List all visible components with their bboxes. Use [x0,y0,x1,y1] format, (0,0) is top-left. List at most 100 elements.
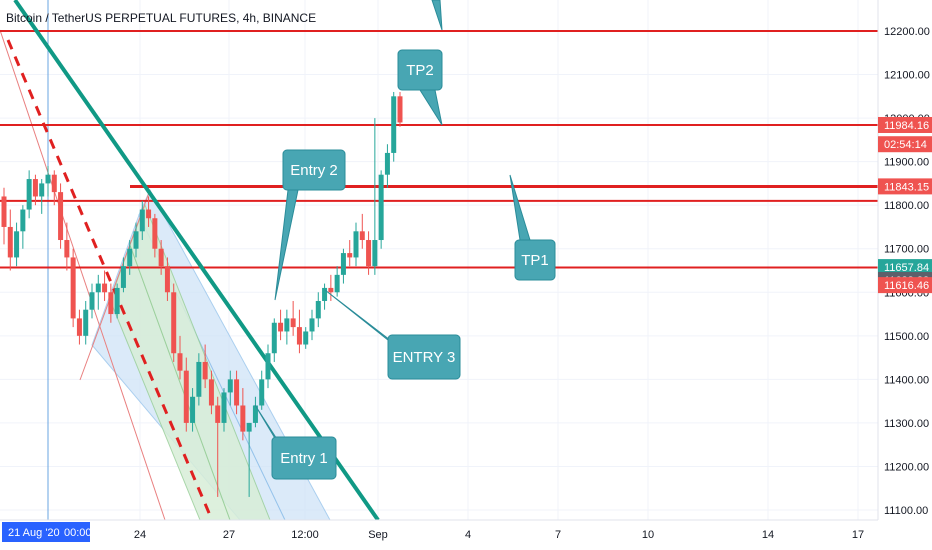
candle-body [372,240,378,267]
price-tag-label: 11843.15 [884,181,929,193]
price-tag [878,259,932,276]
candle-body [378,174,384,241]
note-box [514,239,556,281]
candle-body [215,405,221,423]
price-tick-label: 11100.00 [884,505,928,517]
candle-body [296,327,302,345]
note-box [282,149,346,191]
candle-body [284,318,290,332]
note-label: Entry 2 [290,162,338,179]
candle-body [334,274,340,293]
price-tick-label: 11800.00 [884,200,929,212]
note-box [271,436,337,480]
price-axis[interactable]: 12200.0012100.0012000.0011900.0011800.00… [877,0,932,550]
candle-body [64,240,70,258]
candle-body [340,253,346,275]
note-label: ENTRY 3 [393,349,456,366]
candle-body [171,292,177,354]
candle-body [95,283,101,293]
candle-body [114,287,120,315]
time-tick-label: 14 [762,529,774,541]
trend-lines [13,0,380,522]
candle-body [120,266,126,288]
annotations: TP2 Entry 2 TP1 ENTRY 3 Entry 1 [254,0,556,480]
time-tick-label: 7 [555,529,561,541]
time-axis[interactable]: 24 27 12:00 Sep 4 7 10 14 17 21 Aug '20 00:00 [0,519,932,550]
chart-title: Bitcoin / TetherUS PERPETUAL FUTURES, 4h… [6,11,316,25]
candle-body [139,209,145,232]
note-label: TP2 [406,62,434,79]
price-tag [878,277,932,294]
candle-body [309,318,315,332]
price-tick-label: 12100.00 [884,70,930,82]
note-tp1: TP1 [509,174,556,281]
candle-body [20,209,26,232]
time-tick-label: 4 [465,529,471,541]
candle-body [32,179,38,197]
price-tick-label: 11400.00 [884,374,929,386]
candle-body [246,422,252,432]
price-tick-label: 11200.00 [884,461,929,473]
candle-body [271,322,277,354]
candle-body [290,318,296,328]
note-tp2: TP2 [397,49,443,126]
price-tag-label: 11984.16 [884,120,929,132]
candle-body [177,353,183,371]
price-tick-label: 12200.00 [884,26,930,38]
candle-body [190,396,196,423]
price-tick-label: 11500.00 [884,331,929,343]
time-axis-bg [0,520,932,550]
candle-body [196,361,202,397]
candle-body [164,266,170,293]
note-label: Entry 1 [280,450,328,467]
candle-body [152,218,158,249]
price-tag-label: 11657.84 [884,262,929,274]
channel-handle-line [79,189,151,381]
candle-body [315,300,321,319]
downtrend-line [13,0,380,522]
candle-body [1,196,7,227]
note-box [387,334,461,380]
candle-body [328,287,334,293]
candlestick-series [1,91,403,497]
candle-body [397,96,403,123]
candle-body [202,361,208,380]
candle-body [102,283,108,293]
candle-body [240,405,246,432]
note-tail-top [431,0,443,31]
candle-body [108,292,114,315]
candle-body [353,231,359,258]
candle-body [127,248,133,267]
candle-body [366,240,372,267]
note-entry-2: Entry 2 [274,149,346,301]
candle-body [227,379,233,393]
price-tag-label: 02:54:14 [884,139,927,151]
candle-body [58,192,64,241]
median-line [6,39,214,521]
candle-body [391,96,397,153]
candle-body [278,322,284,332]
candle-body [221,392,227,423]
candle-body [158,248,164,267]
time-tick-label: 27 [223,529,235,541]
time-tick-label: 24 [134,529,146,541]
candle-body [76,318,82,336]
candle-body [322,287,328,301]
note-label: TP1 [521,252,549,269]
note-box [397,49,443,91]
price-tag-label: 11616.46 [884,280,929,292]
candle-body [51,174,57,193]
price-tag [878,136,932,153]
candle-body [45,174,51,184]
candle-body [234,379,240,406]
price-tick-label: 11700.00 [884,244,929,256]
note-entry-3: ENTRY 3 [324,289,461,380]
candle-body [39,183,45,197]
candle-body [133,231,139,249]
crosshair-date-label: 21 Aug '20 [8,527,60,539]
horizontal-levels [0,30,878,269]
price-tag [878,116,932,133]
candle-body [259,379,265,406]
time-tick-label: Sep [368,529,388,541]
